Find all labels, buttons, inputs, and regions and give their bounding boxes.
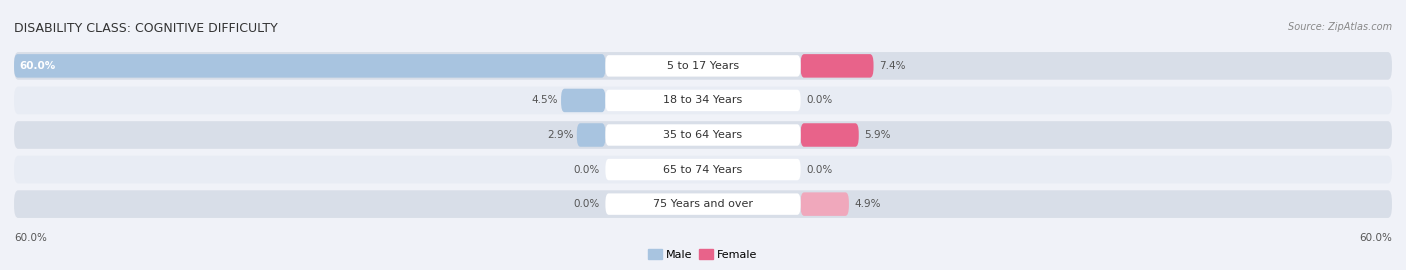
FancyBboxPatch shape: [800, 54, 873, 78]
FancyBboxPatch shape: [606, 124, 800, 146]
Text: 0.0%: 0.0%: [574, 164, 599, 175]
FancyBboxPatch shape: [606, 55, 800, 77]
Text: 5 to 17 Years: 5 to 17 Years: [666, 61, 740, 71]
Text: 2.9%: 2.9%: [547, 130, 574, 140]
Text: 18 to 34 Years: 18 to 34 Years: [664, 95, 742, 106]
Text: 4.5%: 4.5%: [531, 95, 558, 106]
FancyBboxPatch shape: [576, 123, 606, 147]
Text: 7.4%: 7.4%: [879, 61, 905, 71]
Text: DISABILITY CLASS: COGNITIVE DIFFICULTY: DISABILITY CLASS: COGNITIVE DIFFICULTY: [14, 22, 278, 35]
Text: 60.0%: 60.0%: [1360, 234, 1392, 244]
FancyBboxPatch shape: [561, 89, 606, 112]
Text: 60.0%: 60.0%: [20, 61, 56, 71]
FancyBboxPatch shape: [800, 123, 859, 147]
FancyBboxPatch shape: [14, 54, 606, 78]
FancyBboxPatch shape: [606, 90, 800, 111]
Text: Source: ZipAtlas.com: Source: ZipAtlas.com: [1288, 22, 1392, 32]
FancyBboxPatch shape: [606, 159, 800, 180]
Text: 0.0%: 0.0%: [807, 95, 832, 106]
Text: 75 Years and over: 75 Years and over: [652, 199, 754, 209]
FancyBboxPatch shape: [14, 121, 1392, 149]
FancyBboxPatch shape: [14, 52, 1392, 80]
Text: 35 to 64 Years: 35 to 64 Years: [664, 130, 742, 140]
FancyBboxPatch shape: [800, 192, 849, 216]
FancyBboxPatch shape: [606, 193, 800, 215]
FancyBboxPatch shape: [14, 87, 1392, 114]
Legend: Male, Female: Male, Female: [644, 245, 762, 264]
Text: 60.0%: 60.0%: [14, 234, 46, 244]
FancyBboxPatch shape: [14, 190, 1392, 218]
Text: 0.0%: 0.0%: [807, 164, 832, 175]
Text: 4.9%: 4.9%: [855, 199, 882, 209]
Text: 65 to 74 Years: 65 to 74 Years: [664, 164, 742, 175]
Text: 5.9%: 5.9%: [865, 130, 891, 140]
Text: 0.0%: 0.0%: [574, 199, 599, 209]
FancyBboxPatch shape: [14, 156, 1392, 183]
